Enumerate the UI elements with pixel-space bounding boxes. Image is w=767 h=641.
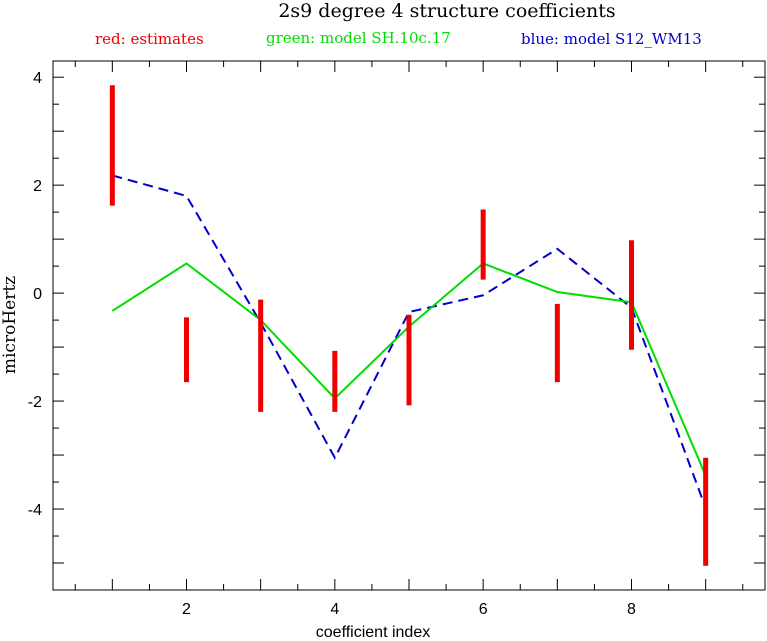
axis-ticks: [53, 61, 765, 591]
x-tick-label: 2: [182, 601, 191, 618]
x-tick-label: 8: [627, 601, 636, 618]
axis-tick-labels: 2 4 6 8 4 2 0 -2 -4: [28, 70, 636, 618]
chart-title: 2s9 degree 4 structure coefficients: [278, 0, 615, 22]
legend-estimates: red: estimates: [95, 30, 204, 48]
x-axis-label: coefficient index: [316, 624, 430, 641]
y-tick-label: -2: [28, 394, 42, 411]
y-tick-label: 0: [33, 286, 42, 303]
legend-blue-model: blue: model S12_WM13: [521, 30, 702, 48]
y-axis-label: microHertz: [0, 276, 20, 374]
legend-green-model: green: model SH.10c.17: [266, 29, 451, 47]
x-tick-label: 4: [330, 601, 339, 618]
data-layer: [109, 85, 709, 566]
series-blue-model-line: [112, 174, 707, 509]
x-tick-label: 6: [479, 601, 488, 618]
y-tick-label: 2: [33, 178, 42, 195]
y-tick-label: 4: [33, 70, 42, 87]
y-tick-label: -4: [28, 502, 42, 519]
